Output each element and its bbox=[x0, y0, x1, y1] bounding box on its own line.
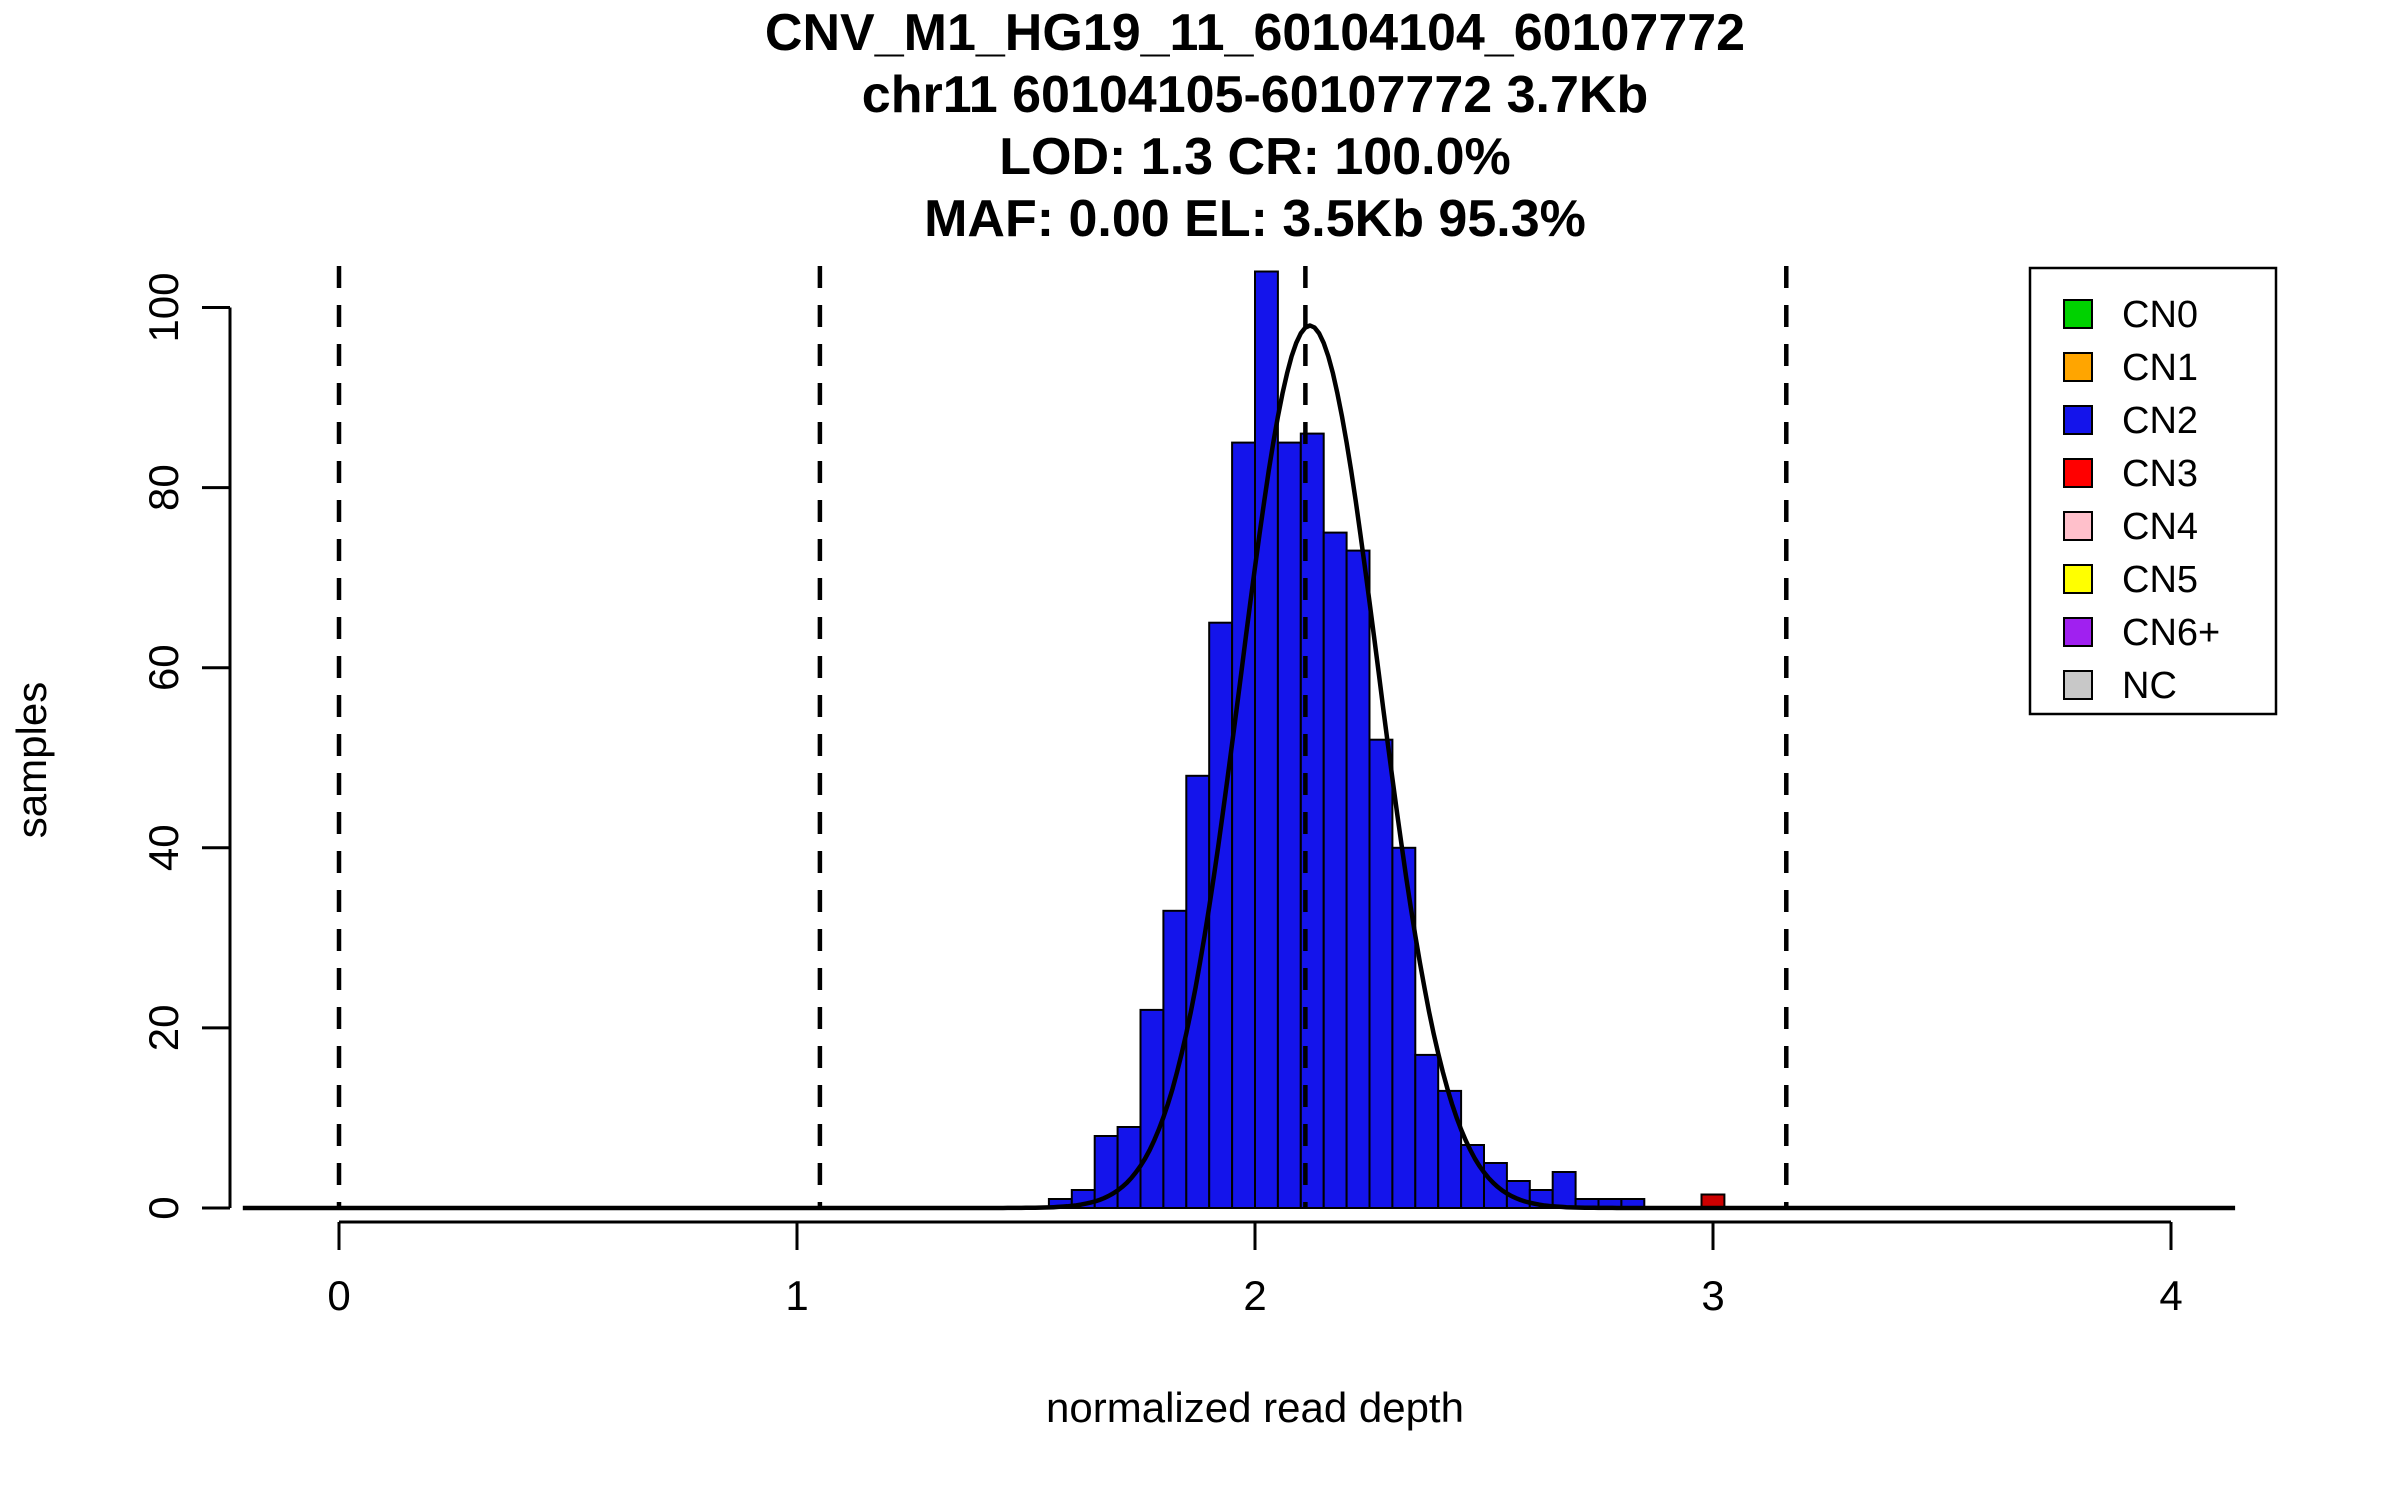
histogram-bar-CN2 bbox=[1276, 441, 1302, 1210]
x-tick-label: 4 bbox=[2159, 1272, 2182, 1319]
x-tick-label: 1 bbox=[785, 1272, 808, 1319]
legend-swatch-cn3 bbox=[2063, 458, 2093, 488]
histogram-bar-CN2 bbox=[1185, 774, 1211, 1209]
histogram-bar-CN2 bbox=[1162, 909, 1188, 1209]
x-tick-label: 3 bbox=[1701, 1272, 1724, 1319]
y-axis-title: samples bbox=[8, 682, 55, 838]
y-tick-label: 80 bbox=[140, 464, 187, 511]
histogram-bar-CN2 bbox=[1345, 549, 1371, 1209]
chart-title: CNV_M1_HG19_11_60104104_60107772 chr11 6… bbox=[765, 4, 1745, 248]
legend-label-cn5: CN5 bbox=[2122, 559, 2198, 601]
legend-swatch-cn6+ bbox=[2063, 617, 2093, 647]
legend-label-cn0: CN0 bbox=[2122, 294, 2198, 336]
legend-label-cn1: CN1 bbox=[2122, 347, 2198, 389]
legend-swatch-cn1 bbox=[2063, 352, 2093, 382]
y-tick-label: 40 bbox=[140, 824, 187, 871]
histogram-bar-CN2 bbox=[1551, 1171, 1577, 1209]
legend-label-cn4: CN4 bbox=[2122, 506, 2198, 548]
legend-label-cn3: CN3 bbox=[2122, 453, 2198, 495]
histogram-bar-CN2 bbox=[1139, 1008, 1165, 1210]
legend-swatch-cn5 bbox=[2063, 564, 2093, 594]
y-axis: 0 20 40 60 80 100 bbox=[140, 272, 232, 1220]
histogram-bar-CN2 bbox=[1368, 738, 1394, 1209]
histogram-bar-CN2 bbox=[1437, 1089, 1463, 1210]
y-tick-label: 100 bbox=[140, 272, 187, 342]
legend-swatch-cn4 bbox=[2063, 511, 2093, 541]
title-line-3: LOD: 1.3 CR: 100.0% bbox=[999, 128, 1511, 186]
legend-label-cn2: CN2 bbox=[2122, 400, 2198, 442]
histogram-bars bbox=[1047, 270, 1726, 1210]
density-curve bbox=[242, 323, 2236, 1211]
x-tick-label: 2 bbox=[1243, 1272, 1266, 1319]
x-tick-label: 0 bbox=[327, 1272, 350, 1319]
y-tick-label: 20 bbox=[140, 1005, 187, 1052]
legend-label-cn6+: CN6+ bbox=[2122, 612, 2220, 654]
legend-swatch-cn2 bbox=[2063, 405, 2093, 435]
histogram-bar-CN2 bbox=[1414, 1053, 1440, 1210]
x-axis-title: normalized read depth bbox=[1046, 1384, 1464, 1431]
histogram-bar-CN2 bbox=[1231, 441, 1256, 1210]
legend: CN0 CN1 CN2 CN3 CN4 CN5 CN6+ NC bbox=[2028, 266, 2278, 716]
histogram-bar-CN2 bbox=[1322, 531, 1348, 1209]
x-axis: 0 1 2 3 4 bbox=[327, 1220, 2183, 1319]
legend-swatch-cn0 bbox=[2063, 299, 2093, 329]
legend-label-nc: NC bbox=[2122, 665, 2177, 707]
y-tick-label: 0 bbox=[140, 1196, 187, 1219]
legend-swatch-nc bbox=[2063, 670, 2093, 700]
histogram-bar-CN2 bbox=[1208, 621, 1234, 1209]
title-line-1: CNV_M1_HG19_11_60104104_60107772 bbox=[765, 4, 1745, 62]
histogram-bar-CN2 bbox=[1254, 270, 1279, 1209]
y-tick-label: 60 bbox=[140, 644, 187, 691]
title-line-4: MAF: 0.00 EL: 3.5Kb 95.3% bbox=[924, 190, 1586, 248]
title-line-2: chr11 60104105-60107772 3.7Kb bbox=[862, 66, 1648, 124]
